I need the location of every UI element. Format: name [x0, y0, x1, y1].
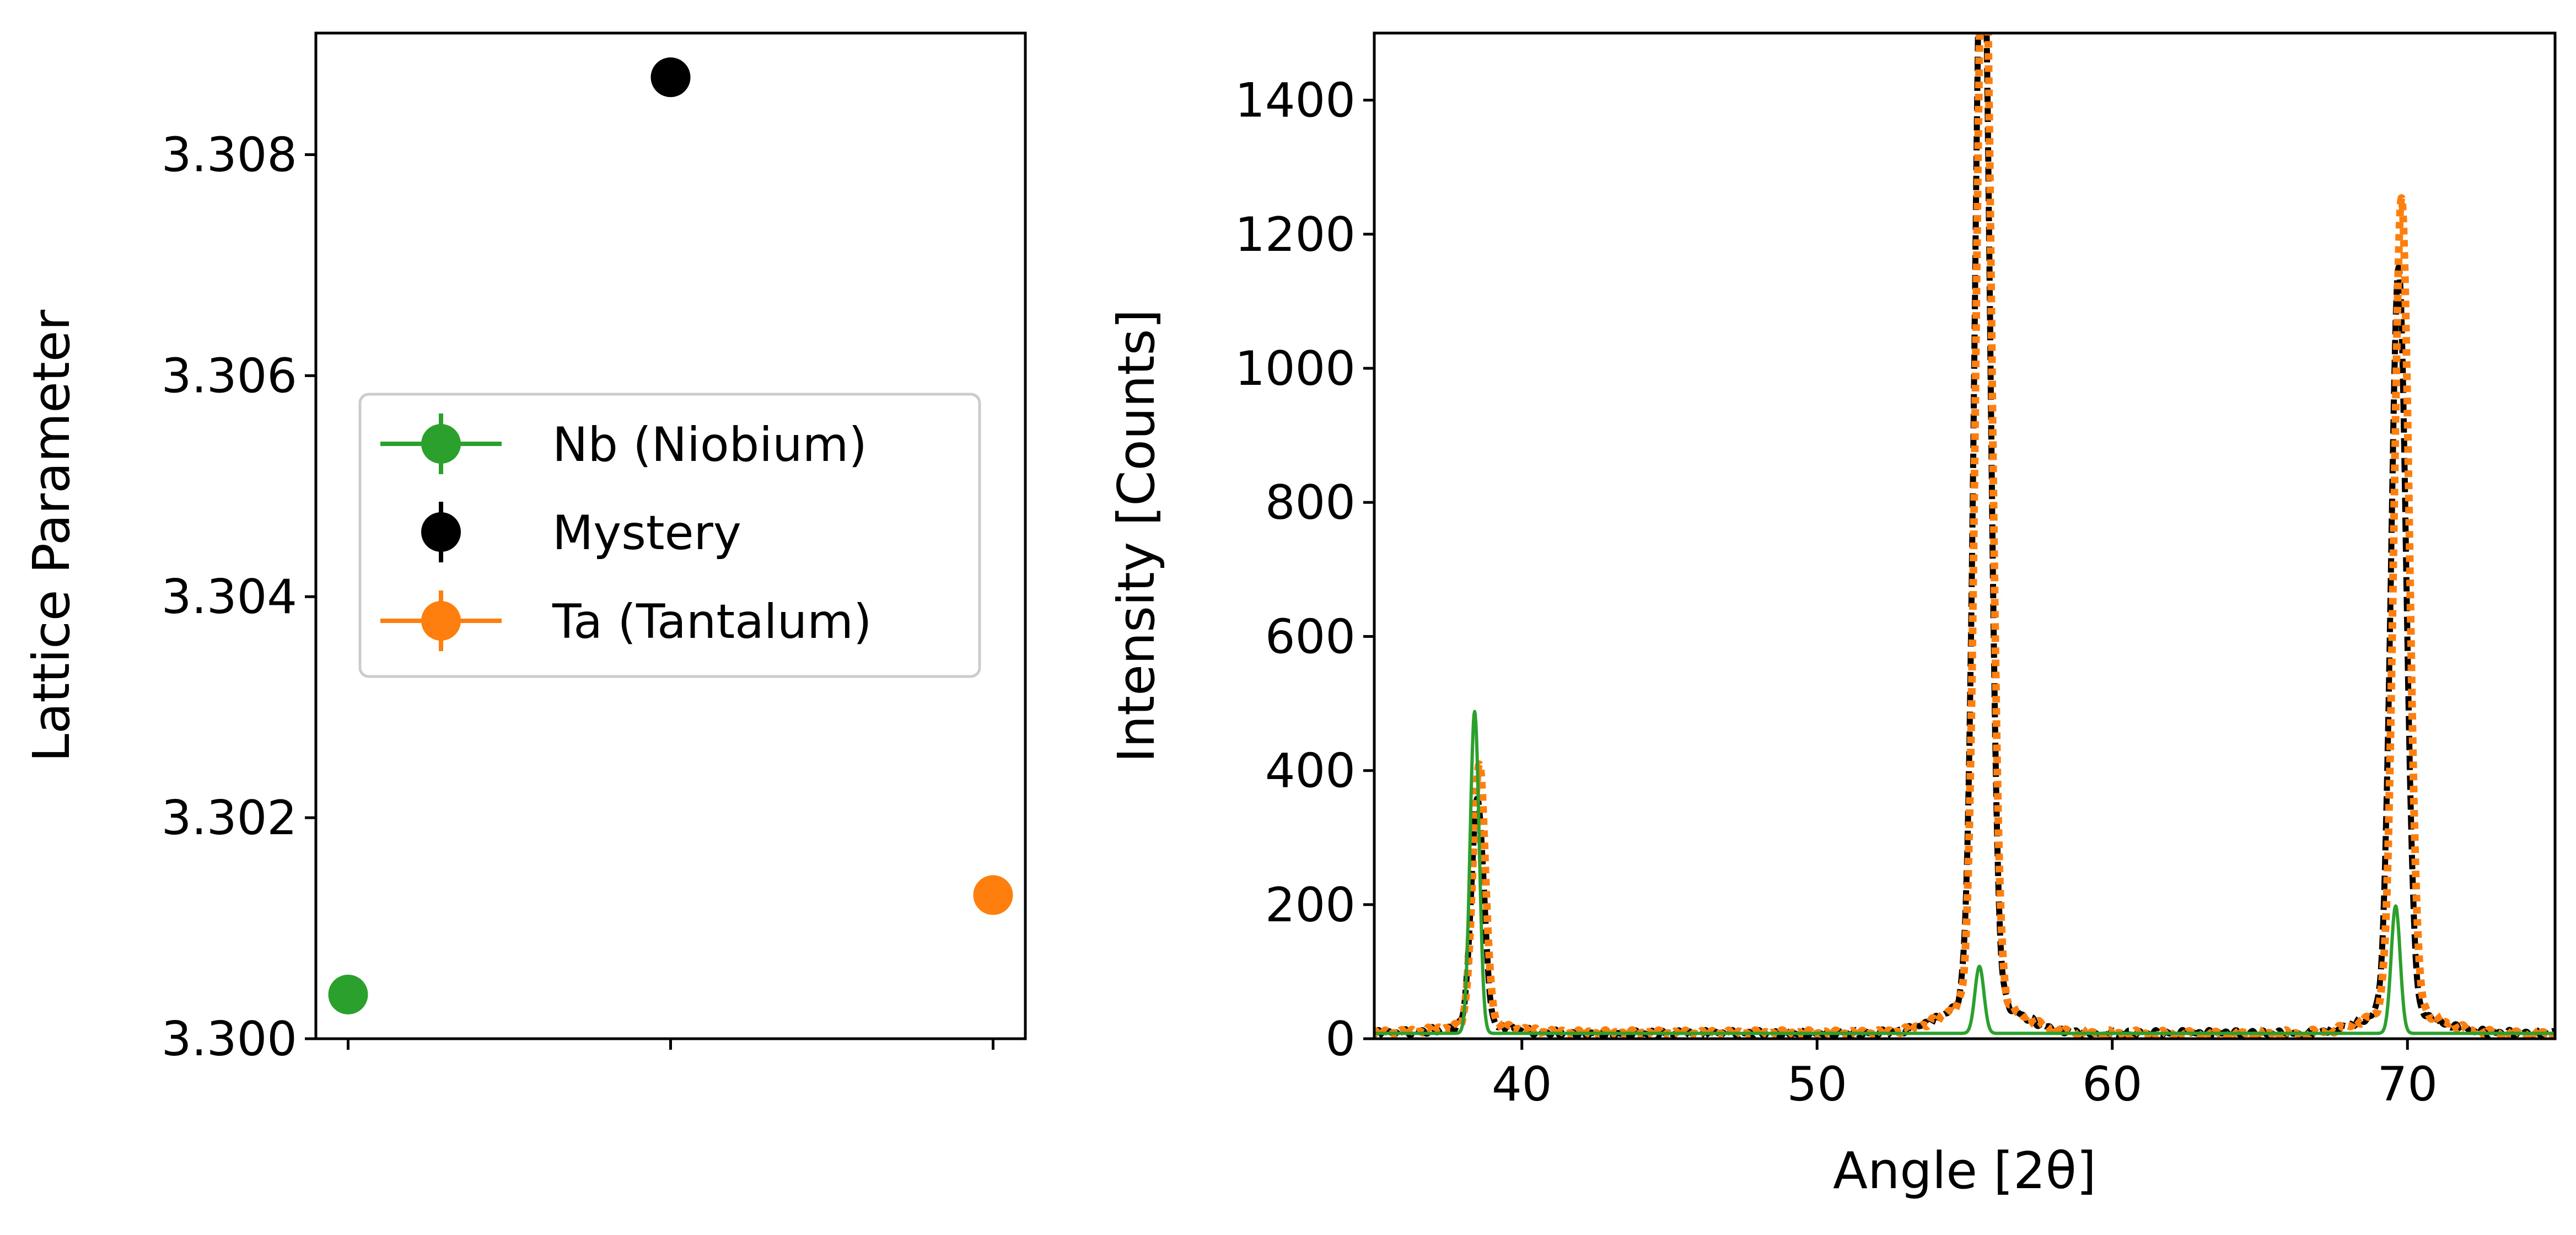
- left-y-axis-label: Lattice Parameter: [22, 310, 81, 763]
- legend-label-mystery: Mystery: [552, 506, 741, 561]
- legend-box: [358, 393, 981, 678]
- xrd-series-lines: [1374, 33, 2555, 1039]
- left-y-tick-label-0: 3.300: [162, 1012, 297, 1067]
- right-y-tick-label-3: 600: [1265, 609, 1356, 664]
- right-plot-frame: [1373, 31, 2557, 1040]
- right-x-axis-label: Angle [2θ]: [1833, 1141, 2096, 1200]
- data-point-3: [973, 875, 1013, 915]
- right-x-tick-label-2: 60: [2082, 1057, 2142, 1112]
- left-y-tick-label-4: 3.308: [162, 127, 297, 182]
- lattice-parameter-chart: 3.300 3.302 3.304 3.306 3.308 Lattice Parame…: [22, 31, 1027, 1067]
- right-x-tick-label-3: 70: [2378, 1057, 2438, 1112]
- right-y-tick-label-6: 1200: [1235, 207, 1356, 262]
- left-data-points: [328, 57, 1013, 1014]
- right-axis-ticks: 0 200 400 600 800 1000 1200 1400 40 50 60 70: [1235, 73, 2438, 1112]
- legend-marker-3: [421, 601, 461, 641]
- right-y-tick-label-2: 400: [1265, 744, 1356, 799]
- right-y-tick-label-0: 0: [1325, 1012, 1356, 1067]
- xrd-intensity-chart: 0 200 400 600 800 1000 1200 1400 40 50 60 70 Intens…: [1107, 31, 2557, 1200]
- xrd-series-line-3: [1374, 710, 2555, 1035]
- legend-entries: [380, 414, 502, 651]
- legend-label-ta: Ta (Tantalum): [552, 594, 872, 649]
- right-y-tick-label-1: 200: [1265, 878, 1356, 933]
- data-point-2: [650, 57, 691, 98]
- data-point-1: [328, 974, 368, 1014]
- right-x-tick-label-1: 50: [1787, 1057, 1847, 1112]
- left-axis-ticks: 3.300 3.302 3.304 3.306 3.308: [162, 127, 994, 1067]
- right-x-tick-label-0: 40: [1492, 1057, 1552, 1112]
- xrd-series-line-1: [1374, 33, 2555, 1039]
- legend-marker-2: [421, 512, 461, 552]
- left-y-tick-label-1: 3.302: [162, 791, 297, 846]
- right-y-axis-label: Intensity [Counts]: [1107, 309, 1166, 763]
- left-plot-frame: [314, 31, 1027, 1040]
- legend-marker-1: [421, 424, 461, 464]
- right-y-tick-label-7: 1400: [1235, 73, 1356, 128]
- right-y-tick-label-5: 1000: [1235, 341, 1356, 396]
- right-y-tick-label-4: 800: [1265, 475, 1356, 530]
- left-y-tick-label-2: 3.304: [162, 570, 297, 625]
- left-y-tick-label-3: 3.306: [162, 348, 297, 404]
- legend: Nb (Niobium) Mystery Ta (Tantalum): [358, 393, 981, 678]
- legend-label-nb: Nb (Niobium): [552, 417, 867, 472]
